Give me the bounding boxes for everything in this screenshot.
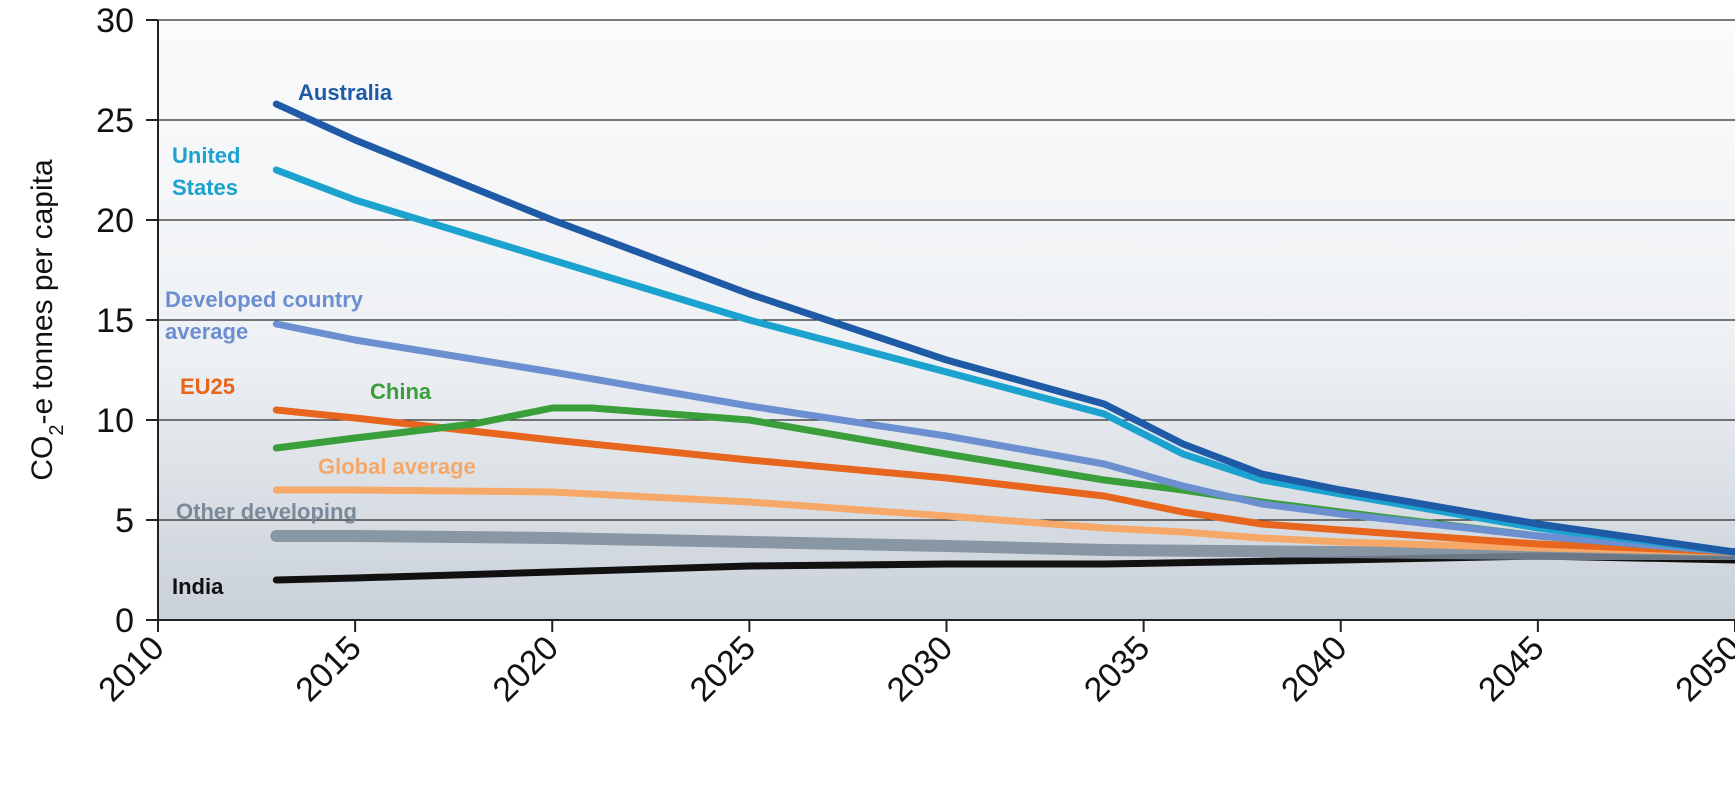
y-tick-label: 20 — [96, 202, 134, 240]
y-axis-title: CO2-e tonnes per capita — [26, 159, 68, 481]
series-label-other-developing: Other developing — [176, 499, 357, 524]
series-label-united-states: States — [172, 175, 238, 200]
series-lines — [270, 100, 1735, 584]
y-tick-label: 30 — [96, 2, 134, 40]
y-axis-title-subscript: 2 — [46, 425, 68, 436]
series-labels: Australia United States Developed country av… — [165, 80, 476, 599]
series-line-other-developing — [270, 530, 1735, 560]
series-label-eu25: EU25 — [180, 374, 235, 399]
series-label-global-average: Global average — [318, 454, 476, 479]
y-axis-title-part: -e tonnes per capita — [26, 159, 59, 424]
series-label-australia: Australia — [298, 80, 393, 105]
series-line-united-states — [272, 166, 1735, 556]
x-tick-label: 2040 — [1274, 629, 1354, 709]
series-line-developed-country-average — [272, 320, 1735, 556]
y-tick-label: 5 — [115, 502, 134, 540]
series-line-global-average — [272, 486, 1735, 556]
x-tick-label: 2035 — [1077, 629, 1157, 709]
x-tick-label: 2015 — [288, 629, 368, 709]
x-tick-label: 2050 — [1668, 629, 1735, 709]
y-tick-label: 25 — [96, 102, 134, 140]
series-line-eu25 — [272, 406, 1735, 556]
series-label-developed-country-average: average — [165, 319, 248, 344]
y-tick-label: 10 — [96, 402, 134, 440]
x-tick-label: 2025 — [683, 629, 763, 709]
x-tick-label: 2010 — [91, 629, 171, 709]
y-tick-label: 0 — [115, 602, 134, 640]
x-tick-label: 2045 — [1471, 629, 1551, 709]
x-tick-label: 2020 — [486, 629, 566, 709]
series-line-australia — [272, 100, 1735, 556]
x-tick-label: 2030 — [880, 629, 960, 709]
series-label-china: China — [370, 379, 432, 404]
y-tick-label: 15 — [96, 302, 134, 340]
series-label-india: India — [172, 574, 224, 599]
series-label-united-states: United — [172, 143, 240, 168]
y-axis-title-part: CO — [26, 436, 59, 481]
series-label-developed-country-average: Developed country — [165, 287, 364, 312]
